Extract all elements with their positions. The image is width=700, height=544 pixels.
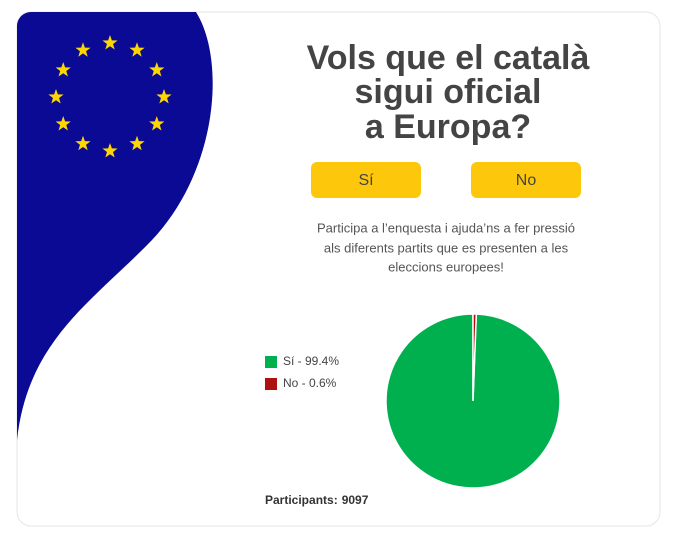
star (102, 143, 118, 158)
legend-swatch (265, 356, 277, 368)
star (129, 42, 145, 57)
star (149, 116, 165, 131)
yes-button[interactable]: Sí (311, 162, 421, 198)
description: als diferents partits que es presenten a… (324, 240, 569, 255)
participants: Participants: 9097 (265, 493, 369, 507)
description: eleccions europees! (388, 259, 504, 274)
stars (48, 35, 172, 158)
star (55, 116, 71, 131)
pie-slice (472, 313, 478, 402)
eu-flag (17, 12, 213, 440)
star (156, 89, 172, 104)
participants-label: Participants: (265, 493, 338, 507)
pie (385, 313, 561, 489)
button-bg[interactable] (471, 162, 581, 198)
title: sigui oficial (354, 73, 541, 111)
legend: Sí - 99.4% No - 0.6% (265, 354, 339, 390)
title: Vols que el català (307, 39, 590, 77)
star (149, 62, 165, 77)
star (75, 135, 91, 151)
description: Participa a l’enquesta i ajuda’ns a fer … (317, 220, 575, 235)
star (55, 62, 71, 77)
star (75, 42, 91, 57)
star (102, 35, 118, 50)
title: a Europa? (365, 108, 531, 146)
button-label[interactable]: No (516, 172, 537, 189)
button-bg[interactable] (311, 162, 421, 198)
participants-count: 9097 (342, 493, 369, 507)
legend-swatch (265, 378, 277, 390)
legend-label: Sí - 99.4% (283, 354, 339, 368)
star (129, 135, 145, 151)
no-button[interactable]: No (471, 162, 581, 198)
button-label[interactable]: Sí (358, 172, 374, 189)
star (48, 89, 64, 104)
legend-label: No - 0.6% (283, 376, 337, 390)
